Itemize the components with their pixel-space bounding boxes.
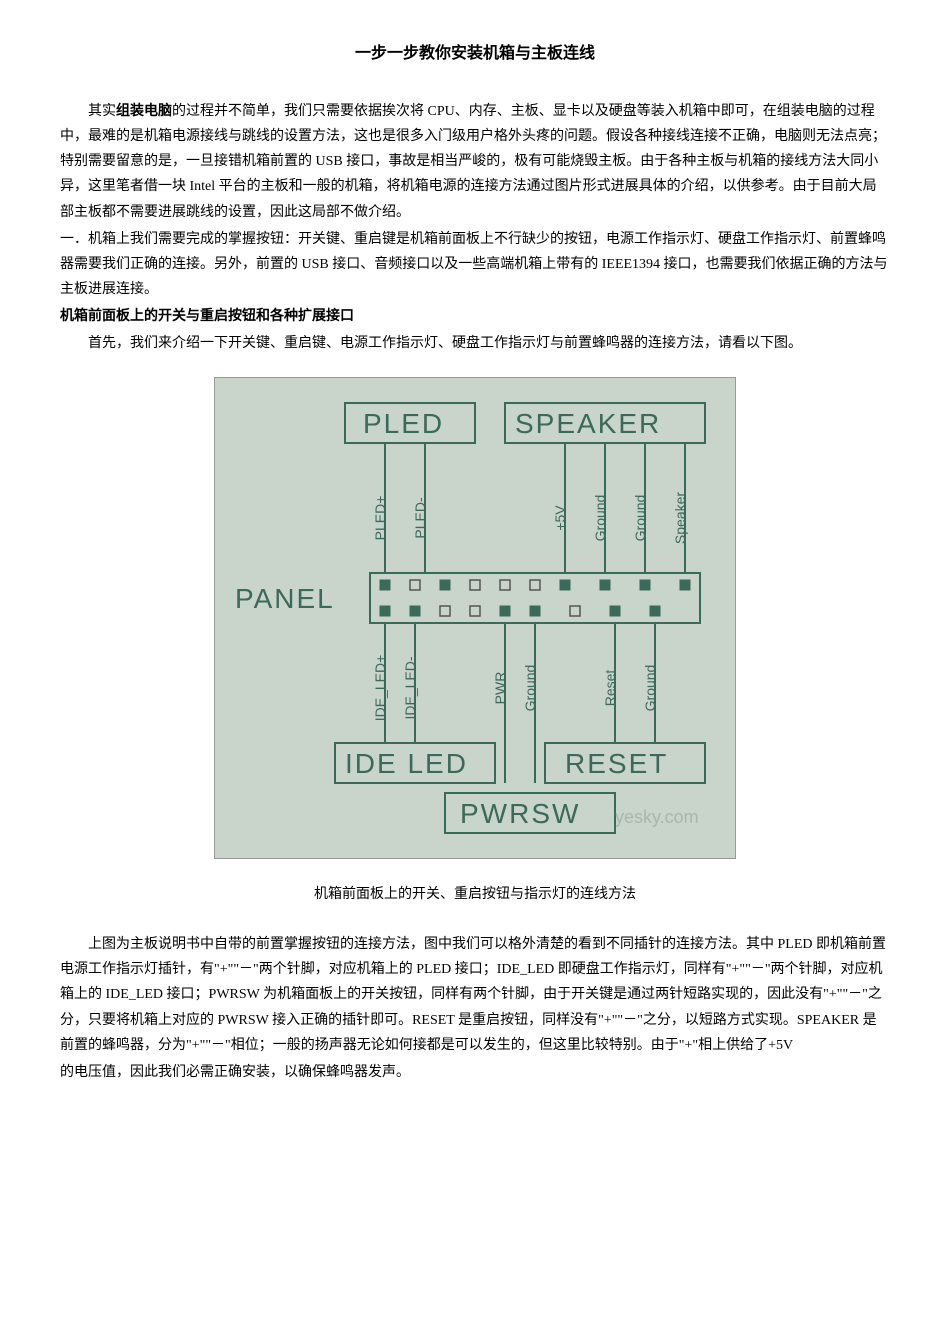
p1-prefix: 其实 [88, 104, 116, 119]
pin-pled-plus: PLED+ [372, 495, 388, 540]
pled-label: PLED [363, 408, 444, 439]
ideled-label: IDE LED [345, 748, 468, 779]
pin-pled-minus: PLED- [412, 497, 428, 539]
diagram-container: PLED SPEAKER PLED+ PLED- +5V Ground Grou… [60, 377, 890, 867]
panel-diagram: PLED SPEAKER PLED+ PLED- +5V Ground Grou… [214, 377, 736, 859]
pin-row-bottom [380, 606, 660, 616]
paragraph-1: 其实组装电脑的过程并不简单，我们只需要依据挨次将 CPU、内存、主板、显卡以及硬… [60, 99, 890, 225]
paragraph-5: 的电压值，因此我们必需正确安装，以确保蜂鸣器发声。 [60, 1060, 890, 1085]
pin-ground-2: Ground [632, 494, 648, 541]
paragraph-2: 一．机箱上我们需要完成的掌握按钮：开关键、重启键是机箱前面板上不行缺少的按钮，电… [60, 227, 890, 303]
pin-ideled-minus: IDE_LED- [402, 656, 418, 719]
page-title: 一步一步教你安装机箱与主板连线 [60, 40, 890, 69]
pin-speaker: Speaker [672, 491, 688, 543]
pwrsw-label: PWRSW [460, 798, 580, 829]
reset-label: RESET [565, 748, 668, 779]
pin-row-top [380, 580, 690, 590]
p1-rest: 的过程并不简单，我们只需要依据挨次将 CPU、内存、主板、显卡以及硬盘等装入机箱… [60, 104, 886, 220]
pin-ideled-plus: IDE_LED+ [372, 654, 388, 721]
pin-ground-1: Ground [592, 494, 608, 541]
watermark: yesky.com [615, 807, 699, 827]
diagram-caption: 机箱前面板上的开关、重启按钮与指示灯的连线方法 [60, 882, 890, 907]
section-heading-1: 机箱前面板上的开关与重启按钮和各种扩展接口 [60, 304, 890, 329]
paragraph-4: 上图为主板说明书中自带的前置掌握按钮的连接方法，图中我们可以格外清楚的看到不同插… [60, 932, 890, 1058]
pin-ground-3: Ground [522, 664, 538, 711]
pin-reset: Reset [602, 669, 618, 706]
pin-5v: +5V [552, 504, 568, 530]
panel-label: PANEL [235, 583, 335, 614]
speaker-label: SPEAKER [515, 408, 661, 439]
paragraph-3: 首先，我们来介绍一下开关键、重启键、电源工作指示灯、硬盘工作指示灯与前置蜂鸣器的… [60, 331, 890, 356]
pin-pwr: PWR [492, 671, 508, 704]
pin-ground-4: Ground [642, 664, 658, 711]
p1-bold: 组装电脑 [116, 104, 172, 119]
